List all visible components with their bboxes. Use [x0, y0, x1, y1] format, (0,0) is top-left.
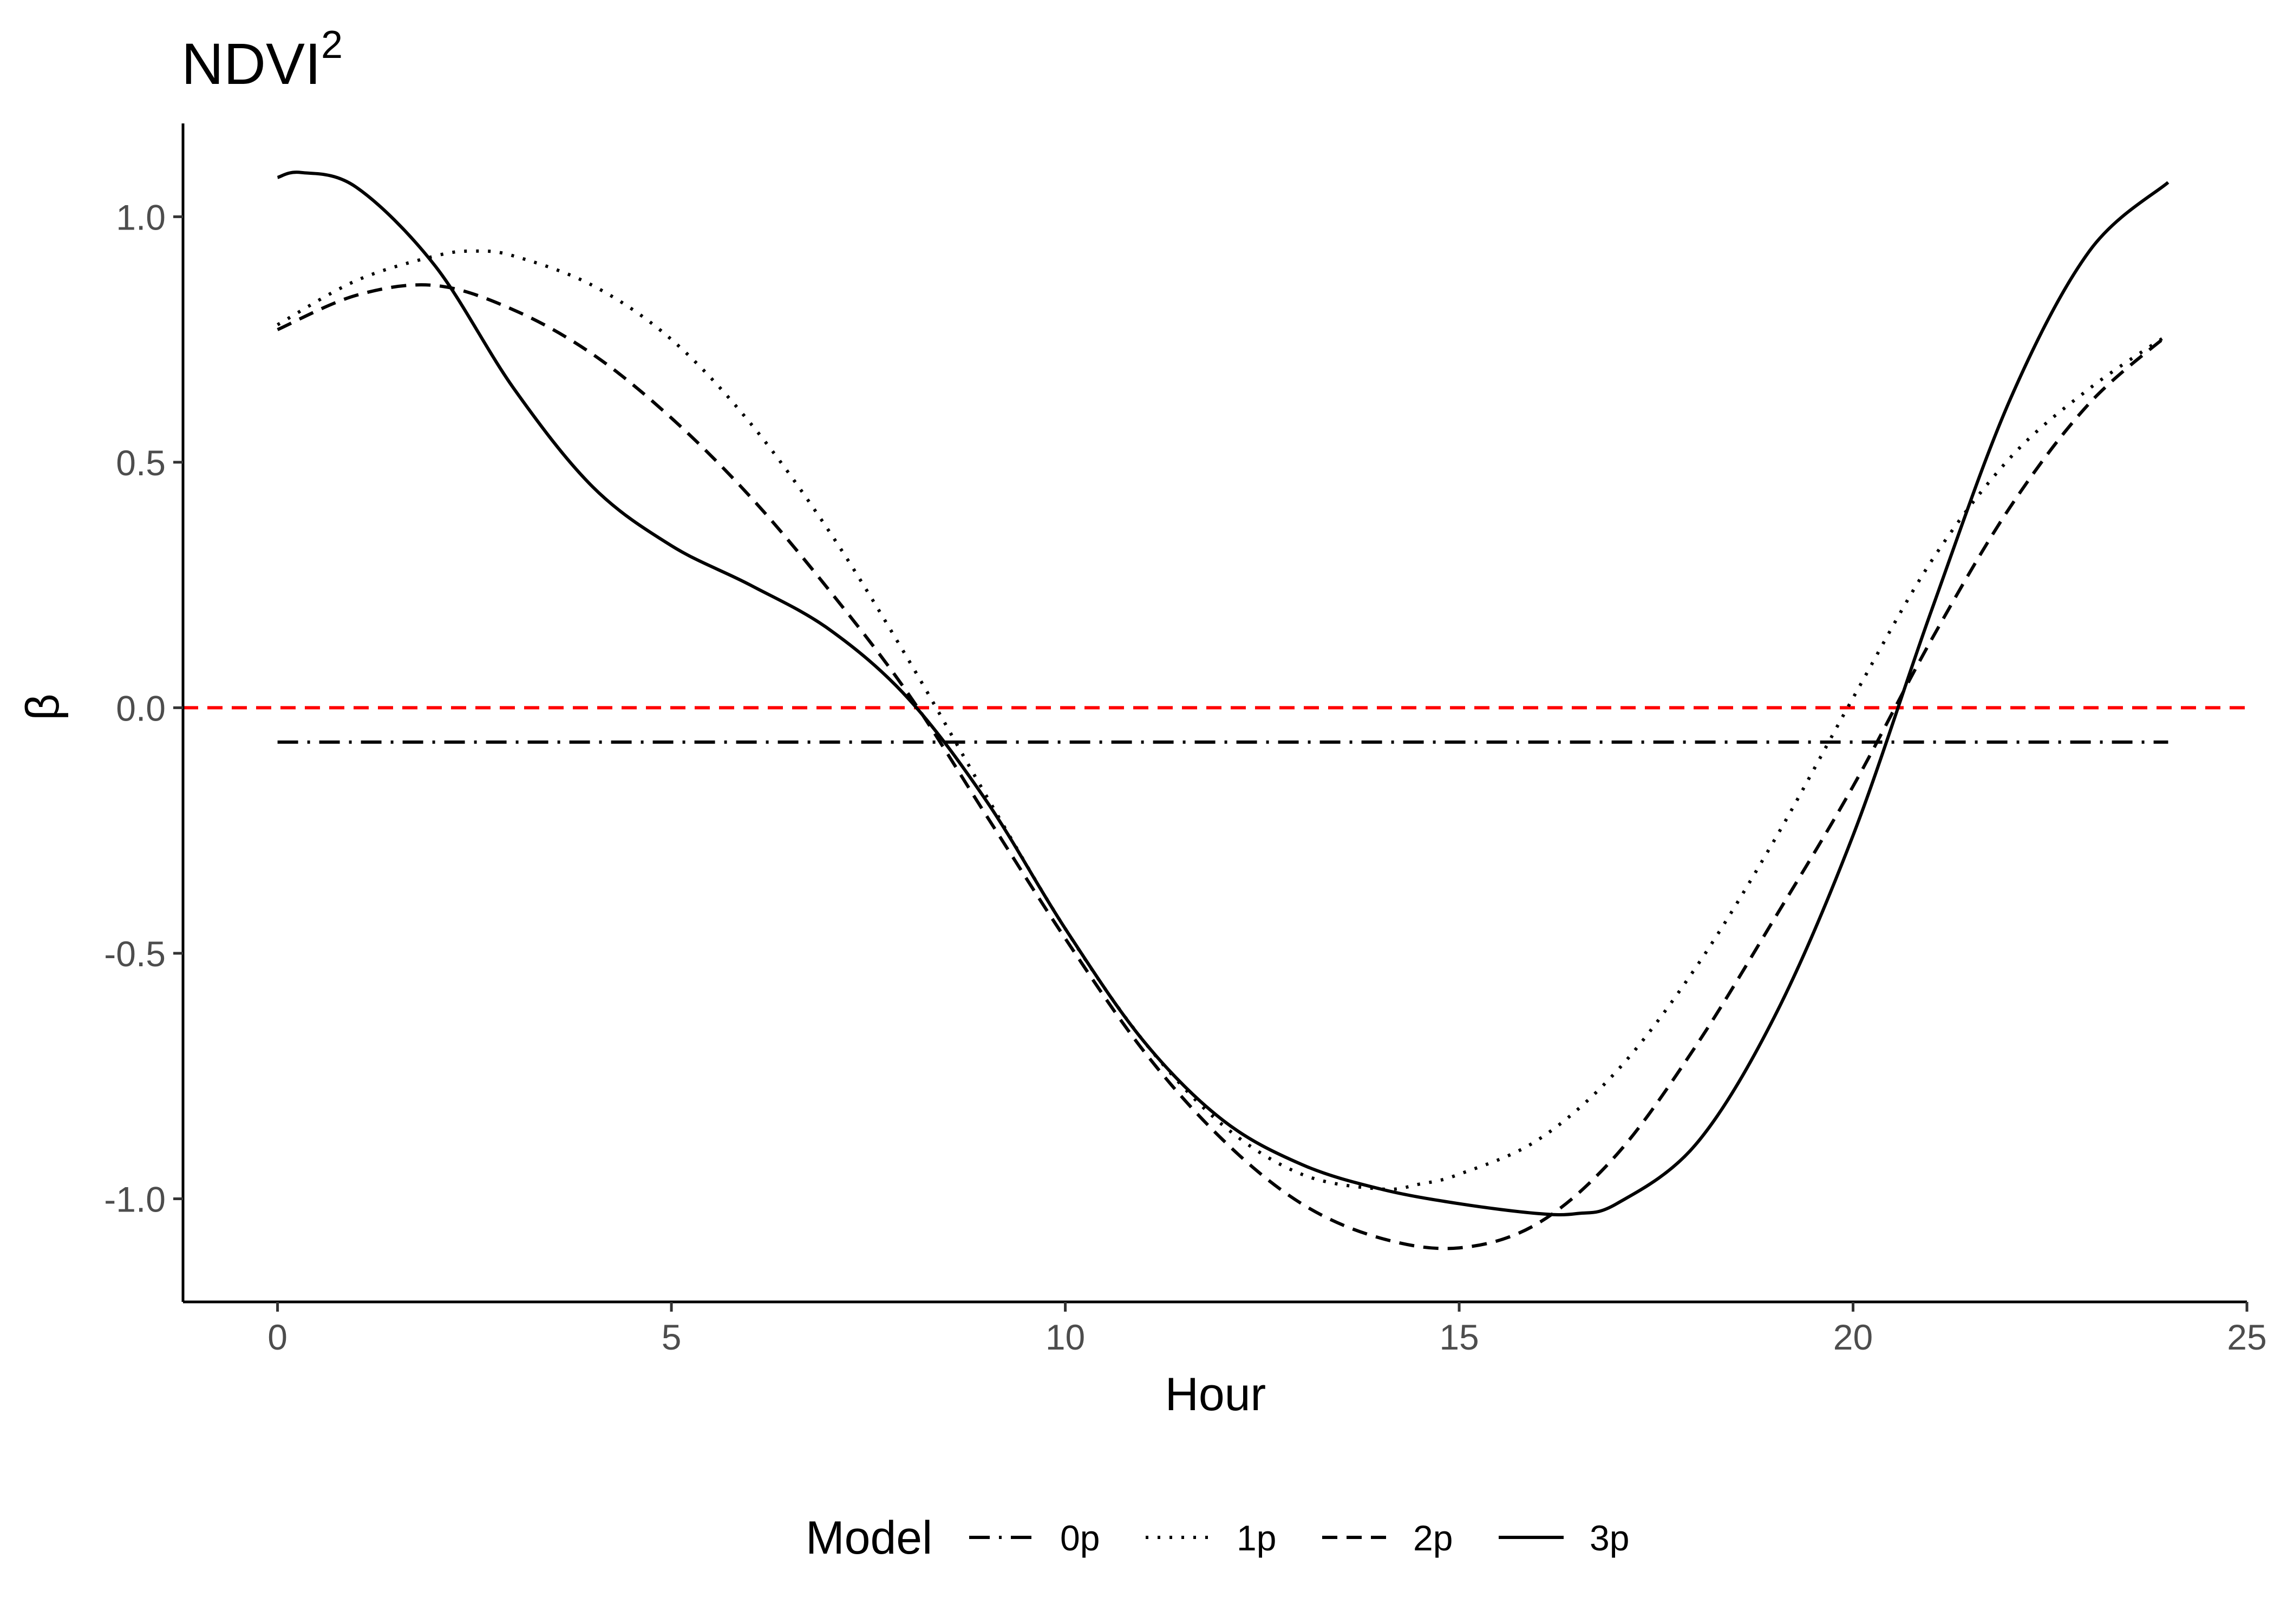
x-tick-label: 10	[1045, 1317, 1085, 1357]
legend-label-0p: 0p	[1060, 1518, 1100, 1558]
x-tick-label: 5	[662, 1317, 682, 1357]
chart-title: NDVI2	[181, 23, 343, 96]
y-tick-label: 0.5	[116, 443, 166, 483]
legend-title: Model	[806, 1512, 932, 1564]
x-axis-ticks: 0 5 10 15 20 25	[267, 1302, 2267, 1357]
x-tick-label: 0	[267, 1317, 287, 1357]
series-group	[277, 171, 2170, 1250]
chart-title-text: NDVI	[181, 31, 321, 96]
x-tick-label: 15	[1439, 1317, 1479, 1357]
y-tick-label: -0.5	[104, 934, 166, 974]
x-axis-label: Hour	[1165, 1368, 1266, 1420]
y-tick-label: 0.0	[116, 688, 166, 728]
x-tick-label: 25	[2227, 1317, 2266, 1357]
legend-label-1p: 1p	[1237, 1518, 1276, 1558]
legend-label-3p: 3p	[1590, 1518, 1629, 1558]
y-tick-label: 1.0	[116, 197, 166, 237]
series-line-3p	[277, 171, 2170, 1216]
y-axis-label: β	[17, 693, 69, 720]
chart-title-superscript: 2	[321, 23, 343, 67]
legend: Model 0p 1p 2p 3p	[806, 1512, 1629, 1564]
legend-label-2p: 2p	[1413, 1518, 1453, 1558]
y-axis-ticks: -1.0 -0.5 0.0 0.5 1.0	[104, 197, 183, 1220]
y-tick-label: -1.0	[104, 1180, 166, 1220]
plot-area: -1.0 -0.5 0.0 0.5 1.0 0 5 10 15 20 25	[104, 123, 2267, 1357]
x-tick-label: 20	[1833, 1317, 1873, 1357]
